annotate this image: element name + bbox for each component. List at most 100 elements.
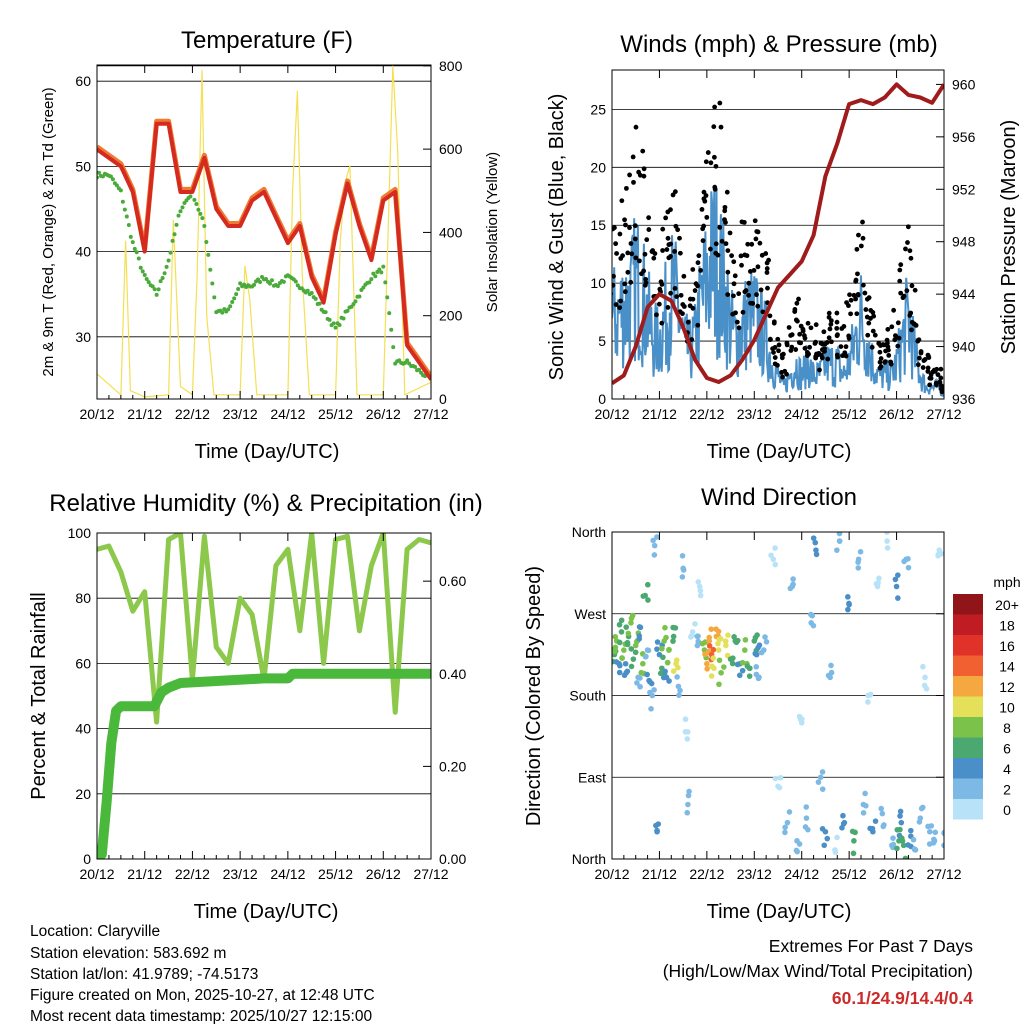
colorbar-swatch bbox=[953, 655, 983, 676]
gust-point bbox=[772, 345, 778, 350]
dewpoint-point bbox=[351, 302, 356, 307]
temperature-plot-border bbox=[96, 64, 432, 400]
gust-point bbox=[854, 246, 860, 252]
gust-point bbox=[618, 298, 624, 304]
direction-point bbox=[622, 660, 629, 667]
humidity-y-tick-label: 100 bbox=[68, 525, 92, 541]
gust-point bbox=[660, 226, 666, 232]
dewpoint-point bbox=[138, 265, 143, 270]
direction-point bbox=[613, 659, 620, 665]
dewpoint-point bbox=[357, 294, 362, 299]
temperature-y-tick-label: 30 bbox=[75, 329, 91, 345]
gust-point bbox=[796, 296, 801, 302]
direction-point bbox=[666, 678, 672, 684]
gust-point bbox=[915, 362, 921, 368]
dewpoint-point bbox=[174, 222, 179, 227]
gust-point bbox=[904, 288, 910, 294]
gust-point bbox=[631, 179, 636, 185]
humidity-y-tick-label: 0 bbox=[83, 851, 91, 867]
gust-point bbox=[613, 302, 619, 307]
dewpoint-point bbox=[152, 287, 157, 292]
gust-point bbox=[672, 249, 677, 254]
colorbar-swatch bbox=[953, 717, 983, 738]
direction-point bbox=[655, 821, 662, 827]
gust-point bbox=[637, 258, 642, 264]
dewpoint-point bbox=[269, 278, 274, 283]
direction-point bbox=[708, 626, 715, 632]
temperature-y-right-tick-label: 400 bbox=[439, 224, 463, 240]
gust-point bbox=[700, 238, 706, 244]
gust-point bbox=[802, 335, 808, 341]
dewpoint-point bbox=[196, 207, 201, 212]
direction-point bbox=[922, 674, 928, 681]
direction-point bbox=[654, 534, 660, 540]
direction-point bbox=[729, 660, 736, 667]
dewpoint-point bbox=[275, 284, 280, 289]
dewpoint-point bbox=[150, 284, 155, 289]
gust-point bbox=[851, 292, 857, 298]
dewpoint-point bbox=[97, 170, 101, 175]
direction-point bbox=[680, 567, 687, 573]
gust-point bbox=[677, 309, 683, 315]
gust-point bbox=[895, 320, 901, 326]
gust-point bbox=[855, 271, 860, 277]
gust-point bbox=[734, 319, 740, 325]
direction-point bbox=[706, 643, 713, 649]
dewpoint-point bbox=[228, 304, 233, 309]
gust-point bbox=[755, 303, 761, 309]
direction-point bbox=[617, 662, 623, 669]
temperature-x-tick-label: 24/12 bbox=[270, 406, 305, 422]
dewpoint-point bbox=[158, 279, 163, 284]
direction-point bbox=[803, 815, 810, 821]
gust-point bbox=[708, 160, 714, 166]
temperature-y-right-tick-label: 600 bbox=[439, 141, 463, 157]
dewpoint-point bbox=[124, 214, 129, 219]
gust-point bbox=[729, 253, 735, 259]
direction-point bbox=[744, 663, 751, 669]
dewpoint-point bbox=[281, 279, 286, 284]
gust-point bbox=[689, 337, 695, 342]
winds-axes: 20/12 21/12 22/12 23/12 24/12 25/12 26/12 27/12 bbox=[594, 70, 962, 422]
direction-point bbox=[670, 668, 677, 674]
gust-point bbox=[664, 247, 670, 252]
wind-direction-xlabel: Time (Day/UTC) bbox=[707, 901, 852, 923]
gust-point bbox=[622, 289, 628, 295]
gust-point bbox=[612, 282, 616, 288]
wind-direction-title: Wind Direction bbox=[701, 484, 857, 511]
temperature-y-right-tick-label: 800 bbox=[439, 58, 463, 74]
gust-point bbox=[623, 222, 628, 228]
gust-point bbox=[751, 267, 757, 273]
direction-x-tick-label: 21/12 bbox=[642, 866, 677, 882]
direction-point bbox=[709, 663, 715, 670]
direction-point bbox=[630, 656, 637, 662]
winds-x-tick-label: 25/12 bbox=[832, 406, 867, 422]
gust-point bbox=[780, 374, 785, 380]
dewpoint-point bbox=[166, 258, 171, 263]
gust-point bbox=[665, 305, 671, 310]
gust-point bbox=[668, 207, 673, 213]
direction-point bbox=[670, 638, 676, 644]
direction-point bbox=[670, 633, 677, 640]
direction-point bbox=[897, 813, 903, 819]
humidity-y-tick-label: 40 bbox=[75, 721, 91, 737]
temperature-y-tick-label: 50 bbox=[75, 158, 91, 174]
dewpoint-point bbox=[208, 267, 213, 272]
colorbar-swatch bbox=[953, 758, 983, 779]
direction-point bbox=[685, 801, 691, 808]
gust-point bbox=[612, 273, 616, 279]
winds-y-tick-label: 10 bbox=[590, 275, 606, 291]
temperature-y-right-tick-label: 0 bbox=[439, 391, 447, 407]
direction-point bbox=[918, 805, 925, 812]
dewpoint-point bbox=[172, 232, 177, 237]
dewpoint-point bbox=[238, 281, 243, 286]
direction-point bbox=[768, 552, 774, 559]
gust-point bbox=[853, 296, 858, 302]
direction-point bbox=[675, 664, 681, 671]
gust-point bbox=[755, 264, 761, 270]
gust-point bbox=[713, 241, 719, 247]
direction-point bbox=[753, 664, 760, 670]
direction-point bbox=[790, 581, 796, 588]
dewpoint-point bbox=[323, 310, 328, 315]
dewpoint-point bbox=[417, 367, 422, 372]
